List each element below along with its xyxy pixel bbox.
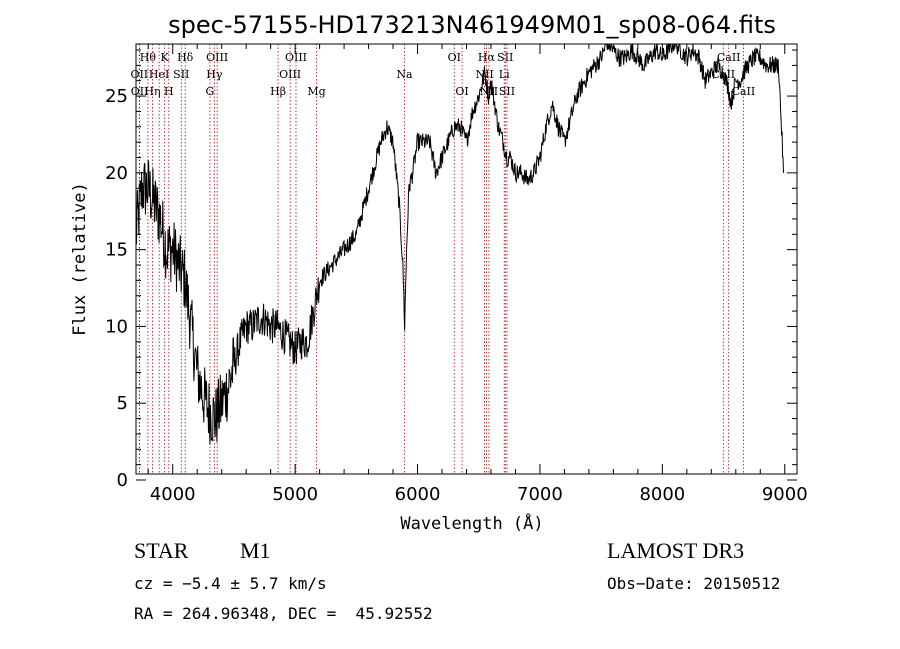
object-subclass: M1 (240, 538, 271, 563)
y-axis: 0 5 10 15 20 25 (105, 49, 797, 491)
redshift-velocity: cz = −5.4 ± 5.7 km/s (134, 574, 327, 593)
object-class: STAR (134, 538, 189, 563)
marker-label-15: NII (475, 68, 493, 81)
spectrum-line (135, 43, 784, 445)
marker-label-16: Li (499, 68, 510, 81)
observation-date: Obs−Date: 20150512 (607, 574, 781, 593)
marker-label-19: Hη (144, 85, 160, 98)
survey-name: LAMOST DR3 (607, 538, 745, 563)
marker-label-26: SII (499, 85, 515, 98)
marker-label-18: OII (131, 85, 149, 98)
marker-label-14: Na (396, 68, 413, 81)
marker-label-9: OII (130, 68, 148, 81)
marker-label-3: OIII (206, 51, 228, 64)
marker-label-20: H (164, 85, 174, 98)
x-axis: 4000 5000 6000 7000 8000 9000 (147, 44, 808, 505)
x-tick-label-4: 8000 (639, 484, 685, 505)
marker-label-23: Mg (307, 85, 325, 98)
marker-label-27: CaII (732, 85, 756, 98)
marker-label-6: Hα (478, 51, 496, 64)
y-tick-label-1: 5 (117, 393, 128, 414)
coordinates: RA = 264.96348, DEC = 45.92552 (134, 604, 433, 623)
marker-label-12: Hγ (206, 68, 223, 81)
marker-label-13: OIII (279, 68, 301, 81)
marker-label-21: G (206, 85, 215, 98)
y-tick-label-0: 0 (117, 470, 128, 491)
marker-label-22: Hβ (270, 85, 286, 98)
marker-label-7: SII (497, 51, 513, 64)
marker-label-2: Hδ (177, 51, 194, 64)
chart-title: spec-57155-HD173213N461949M01_sp08-064.f… (168, 11, 776, 39)
y-tick-label-3: 15 (105, 240, 128, 261)
y-axis-label: Flux (relative) (70, 182, 90, 336)
plot-frame (135, 43, 798, 475)
marker-label-24: OI (455, 85, 468, 98)
marker-label-11: SII (173, 68, 189, 81)
marker-label-8: CaII (717, 51, 741, 64)
y-tick-label-4: 20 (105, 163, 128, 184)
marker-label-0: Hθ (140, 51, 157, 64)
x-tick-label-5: 9000 (762, 484, 808, 505)
x-tick-label-3: 7000 (517, 484, 563, 505)
x-tick-label-0: 4000 (150, 484, 196, 505)
x-axis-label: Wavelength (Å) (400, 512, 543, 534)
marker-label-10: HeI (149, 68, 169, 81)
x-tick-label-2: 6000 (395, 484, 441, 505)
marker-label-5: OI (448, 51, 461, 64)
marker-label-1: K (161, 51, 170, 64)
x-tick-label-1: 5000 (272, 484, 318, 505)
y-tick-label-2: 10 (105, 316, 128, 337)
marker-label-4: OIII (285, 51, 307, 64)
y-tick-label-5: 25 (105, 86, 128, 107)
